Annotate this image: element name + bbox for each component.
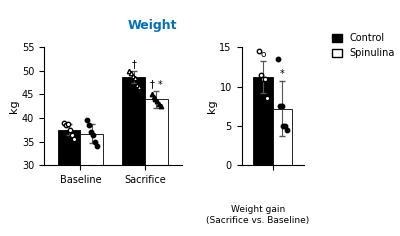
Bar <box>145 99 168 236</box>
Bar <box>253 77 273 165</box>
Bar <box>80 134 103 236</box>
Text: Weight gain
(Sacrifice vs. Baseline): Weight gain (Sacrifice vs. Baseline) <box>206 205 310 225</box>
Text: † *: † * <box>150 79 163 89</box>
Text: *: * <box>280 69 285 80</box>
Text: Weight: Weight <box>127 19 177 32</box>
Bar <box>273 109 292 165</box>
Text: o: o <box>260 50 266 59</box>
Legend: Control, Spinulina: Control, Spinulina <box>332 33 395 58</box>
Y-axis label: kg: kg <box>207 99 217 113</box>
Bar <box>122 77 145 236</box>
Bar <box>58 130 80 236</box>
Text: †: † <box>131 59 136 69</box>
Y-axis label: kg: kg <box>9 99 19 113</box>
